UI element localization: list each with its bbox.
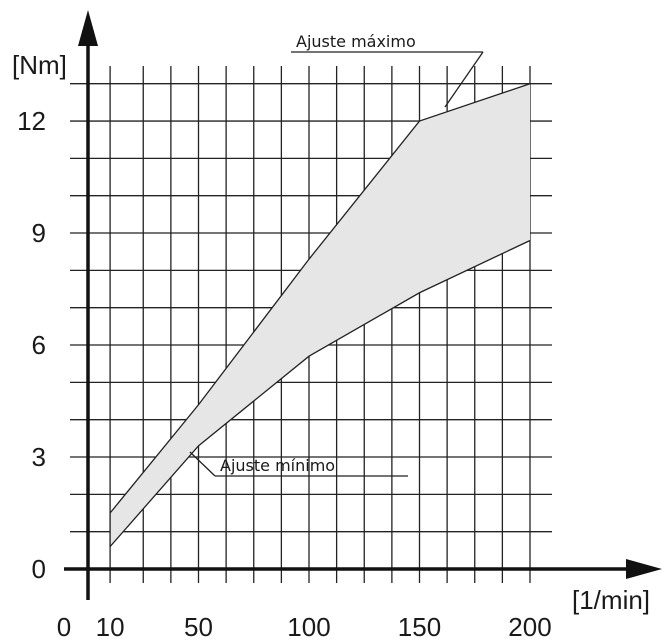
y-tick-label: 0 <box>32 554 46 584</box>
x-tick-label: 10 <box>96 612 125 641</box>
x-tick-labels: 0 10 50 100 150 200 <box>57 612 552 641</box>
x-axis-arrowhead <box>626 559 662 579</box>
annotation-max-leader <box>444 51 484 108</box>
axes <box>64 10 662 600</box>
x-tick-label: 0 <box>57 612 71 641</box>
y-tick-label: 12 <box>17 106 46 136</box>
x-tick-label: 150 <box>398 612 441 641</box>
annotation-max-setting: Ajuste máximo <box>291 32 484 108</box>
x-axis-unit-label: [1/min] <box>572 585 650 615</box>
y-tick-label: 6 <box>32 330 46 360</box>
min-setting-curve <box>109 239 531 548</box>
x-tick-label: 50 <box>184 612 213 641</box>
x-tick-label: 100 <box>287 612 330 641</box>
y-tick-labels: 0 3 6 9 12 <box>17 106 46 584</box>
x-tick-label: 200 <box>508 612 551 641</box>
y-axis-arrowhead <box>78 10 98 46</box>
torque-range-band <box>110 83 530 547</box>
annotation-min-text: Ajuste mínimo <box>220 456 335 475</box>
horizontal-gridlines <box>70 83 552 533</box>
annotation-max-text: Ajuste máximo <box>296 32 416 51</box>
y-axis-unit-label: [Nm] <box>12 50 67 80</box>
max-setting-curve <box>109 83 531 514</box>
y-tick-label: 9 <box>32 218 46 248</box>
y-tick-label: 3 <box>32 442 46 472</box>
annotation-min-setting: Ajuste mínimo <box>189 451 408 477</box>
annotation-min-leader <box>189 451 216 477</box>
